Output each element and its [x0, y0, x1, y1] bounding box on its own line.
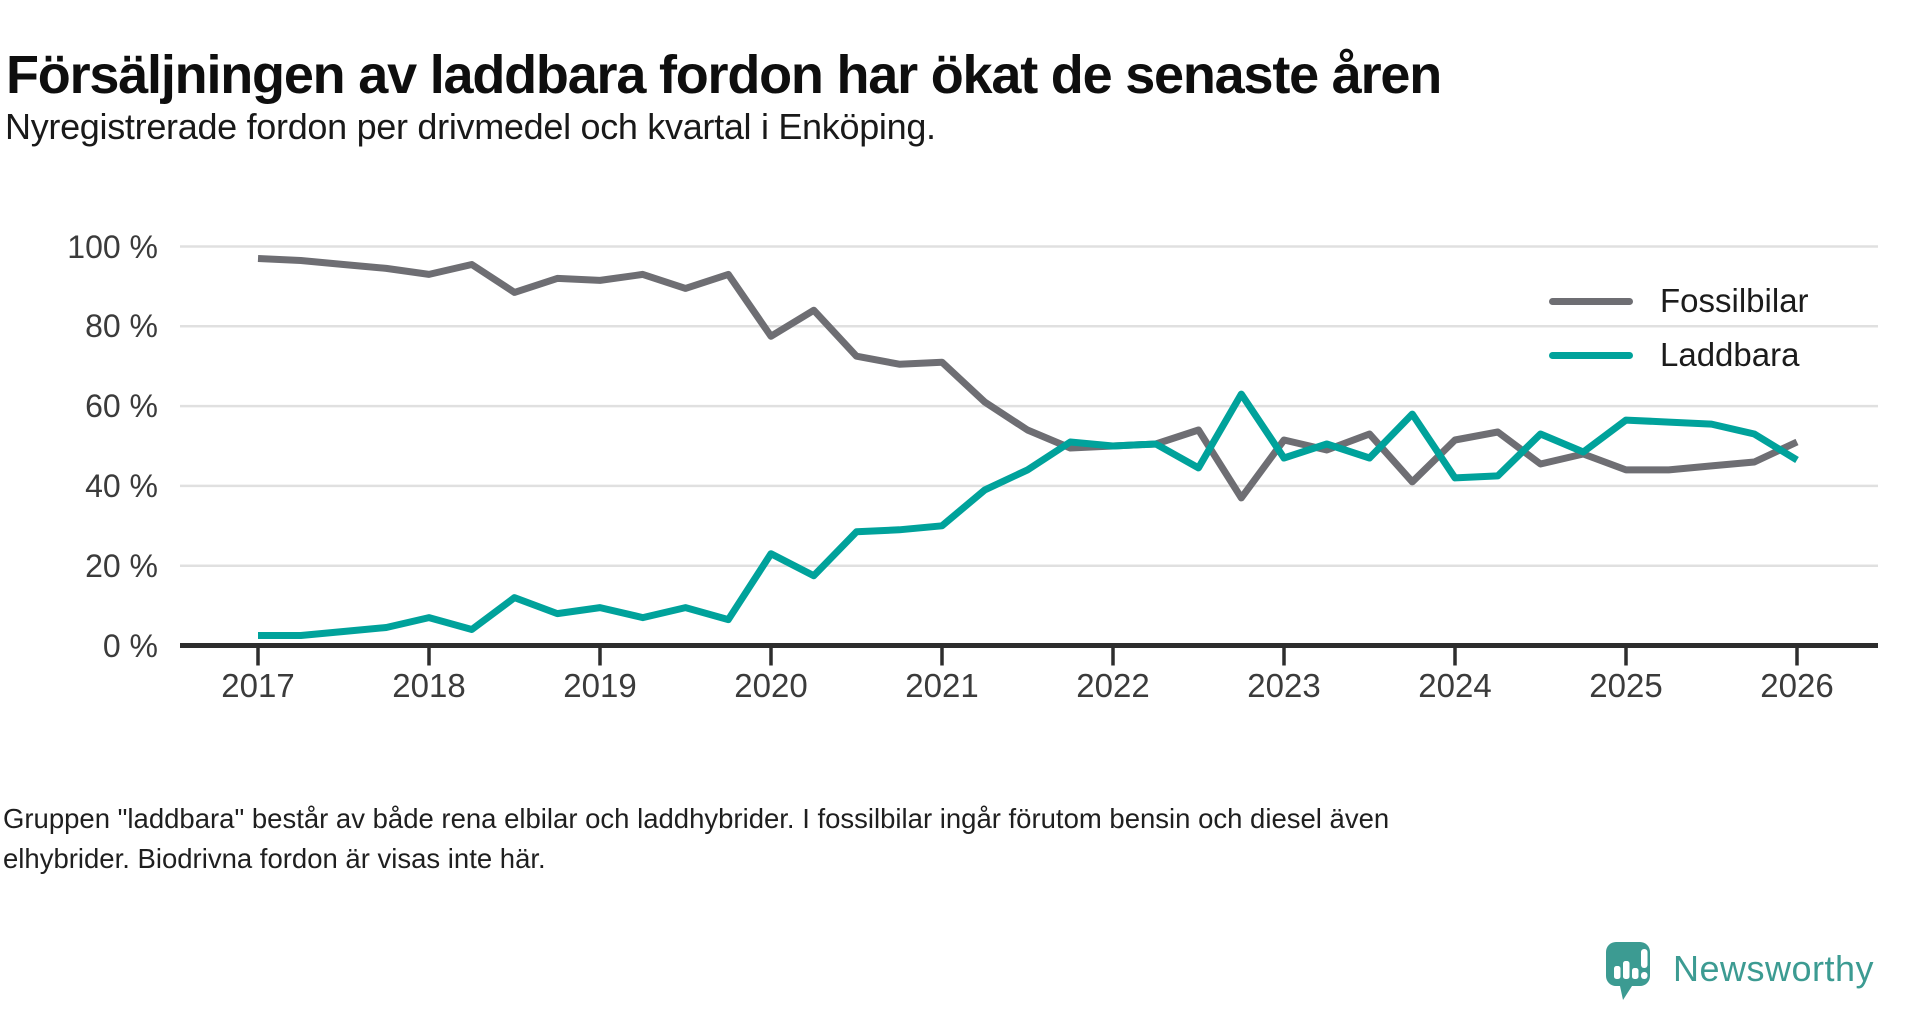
x-axis-label: 2024: [1418, 667, 1492, 704]
x-axis-label: 2022: [1076, 667, 1150, 704]
y-axis-label: 0 %: [102, 627, 158, 664]
laddbara-line: [258, 390, 1799, 639]
footnote-line: elhybrider. Biodrivna fordon är visas in…: [3, 843, 546, 874]
x-axis-label: 2021: [905, 667, 979, 704]
legend-label-fossilbilar: Fossilbilar: [1660, 282, 1809, 319]
x-axis-label: 2019: [563, 667, 637, 704]
y-axis-label: 20 %: [85, 547, 158, 584]
footnote: Gruppen "laddbara" består av både rena e…: [3, 799, 1563, 879]
fossilbilar-line: [257, 255, 1799, 502]
brand-name: Newsworthy: [1673, 948, 1875, 989]
laddbara-line-swatch: [1549, 351, 1633, 359]
legend-label-laddbara: Laddbara: [1660, 336, 1800, 373]
fossilbilar-line-swatch: [1549, 297, 1633, 305]
chart-subtitle: Nyregistrerade fordon per drivmedel och …: [5, 106, 936, 147]
footnote-line: Gruppen "laddbara" består av både rena e…: [3, 803, 1390, 834]
legend-item-fossilbilar: Fossilbilar: [1549, 281, 1809, 321]
x-axis-label: 2026: [1760, 667, 1834, 704]
brand-logo: Newsworthy: [1606, 942, 1874, 1002]
y-axis-label: 80 %: [85, 308, 158, 345]
x-axis-label: 2025: [1589, 667, 1663, 704]
y-axis-label: 40 %: [85, 467, 158, 504]
x-axis-label: 2020: [734, 667, 808, 704]
chart-title: Försäljningen av laddbara fordon har öka…: [6, 45, 1442, 106]
y-axis-label: 100 %: [67, 228, 158, 265]
newsworthy-icon: [1606, 942, 1656, 1002]
legend-item-laddbara: Laddbara: [1549, 335, 1809, 375]
y-axis-label: 60 %: [85, 388, 158, 425]
x-axis-label: 2018: [392, 667, 466, 704]
x-axis-label: 2017: [221, 667, 295, 704]
x-axis-label: 2023: [1247, 667, 1321, 704]
legend: Fossilbilar Laddbara: [1549, 281, 1809, 389]
